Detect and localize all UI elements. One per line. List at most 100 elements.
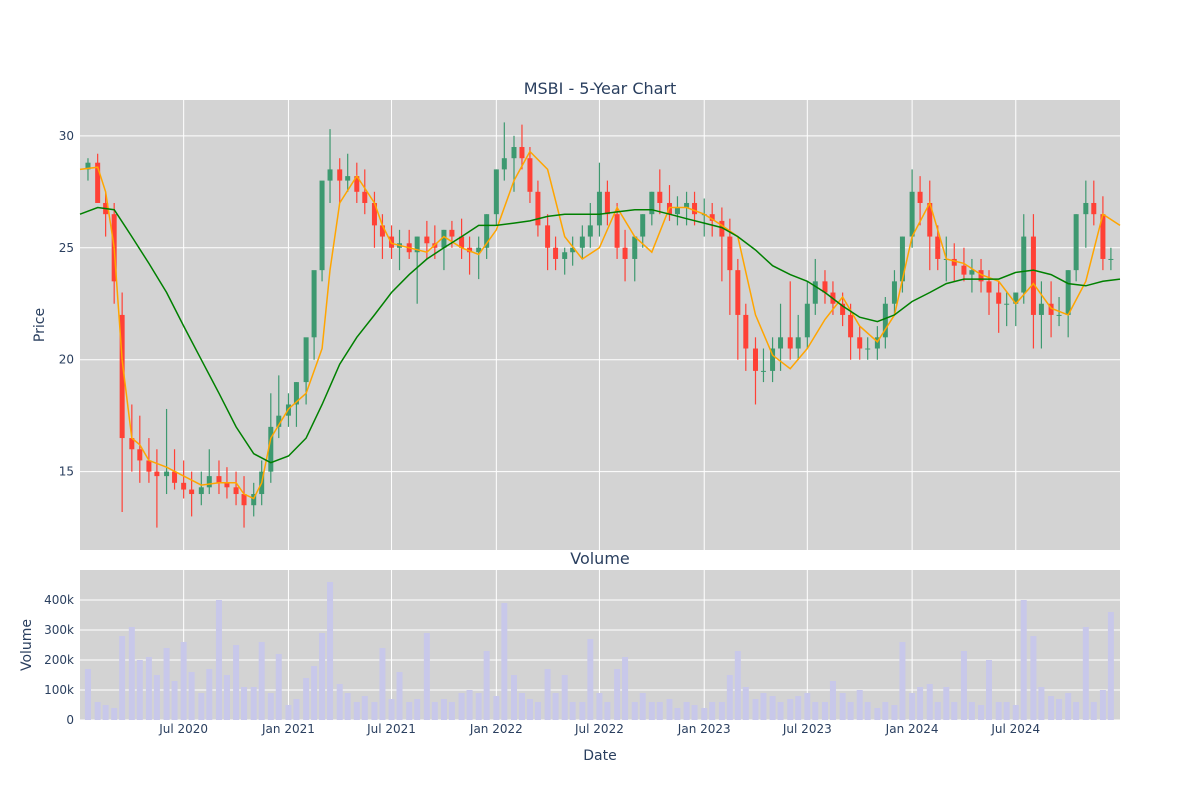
candle-body [354,176,360,192]
volume-bar [812,702,819,720]
volume-bar [839,693,846,720]
volume-bar [691,705,698,720]
volume-bar [986,660,993,720]
volume-bar [760,693,767,720]
candle-body [268,426,274,472]
candle-body [562,252,568,259]
date-x-axis: Jul 2020 Jan 2021 Jul 2021 Jan 2022 Jul 2022… [158,722,1040,736]
date-tick-label: Jul 2024 [990,722,1040,736]
candle-body [337,169,343,181]
volume-bar [84,669,91,720]
volume-bar [614,669,621,720]
volume-bar [414,699,421,720]
volume-bar [856,690,863,720]
volume-bar [250,687,257,720]
price-y-axis: 15 20 25 30 [59,129,74,479]
volume-bar [1038,687,1045,720]
volume-bar [163,648,170,720]
candle-body [233,487,239,495]
candle-body [311,270,317,338]
candle-body [822,281,828,293]
volume-bar [136,660,143,720]
candle-body [709,214,715,221]
volume-bar [206,669,213,720]
volume-bar [569,702,576,720]
volume-bar [674,708,681,720]
volume-bar [493,696,500,720]
volume-chart-title: Volume [570,549,630,568]
volume-tick-label: 200k [44,653,74,667]
volume-bar [180,642,187,720]
volume-bar [353,702,360,720]
volume-bar [787,699,794,720]
volume-bar [153,675,160,720]
volume-bar [526,699,533,720]
candle-body [1108,258,1114,260]
volume-bar [648,702,655,720]
candle-body [692,202,698,215]
date-tick-label: Jul 2021 [366,722,416,736]
candle-body [951,258,957,266]
candle-body [899,236,905,282]
candle-body [501,158,507,170]
candle-body [535,191,541,226]
candle-body [857,337,863,349]
candle-body [961,265,967,275]
candle-body [795,337,801,349]
volume-bar [501,603,508,720]
volume-bar [864,702,871,720]
date-tick-label: Jan 2022 [469,722,523,736]
candle-body [484,214,490,248]
volume-bar [561,675,568,720]
volume-bar [94,702,101,720]
candle-body [978,270,984,282]
candle-body [519,147,525,159]
volume-bar [102,705,109,720]
volume-bar [701,708,708,720]
volume-bar [1020,600,1027,720]
candle-body [1091,202,1097,215]
candle-body [129,438,135,450]
candle-body [812,281,818,304]
volume-axis-title: Volume [19,619,35,671]
candle-body [459,236,465,248]
volume-bars [84,582,1114,720]
long-moving-average-line [79,206,1121,464]
candle-body [727,236,733,271]
candle-body [206,476,212,488]
volume-bar [639,693,646,720]
volume-bar [891,705,898,720]
candle-body [882,303,888,338]
candle-body [449,229,455,237]
volume-bar [847,702,854,720]
volume-bar [544,669,551,720]
candle-body [511,147,517,159]
candle-body [874,337,880,349]
volume-bar [1030,636,1037,720]
price-chart-title: MSBI - 5-Year Chart [524,79,677,98]
candle-body [553,247,559,259]
candle-body [719,220,725,237]
price-tick-label: 20 [59,353,74,367]
volume-bar [379,648,386,720]
candle-body [778,337,784,349]
volume-bar [458,693,465,720]
price-tick-label: 15 [59,465,74,479]
date-tick-label: Jan 2023 [677,722,731,736]
candle-body [476,247,482,253]
candle-body [684,202,690,208]
volume-bar [275,654,282,720]
candle-body [467,247,473,253]
volume-bar [198,693,205,720]
volume-bar [319,633,326,720]
date-tick-label: Jan 2024 [885,722,939,736]
candle-body [622,247,628,259]
candle-body [909,191,915,237]
volume-bar [795,696,802,720]
volume-bar [215,600,222,720]
candle-body [424,236,430,244]
candle-body [657,191,663,203]
volume-bar [267,693,274,720]
candle-body [414,236,420,253]
candle-body [146,460,152,472]
